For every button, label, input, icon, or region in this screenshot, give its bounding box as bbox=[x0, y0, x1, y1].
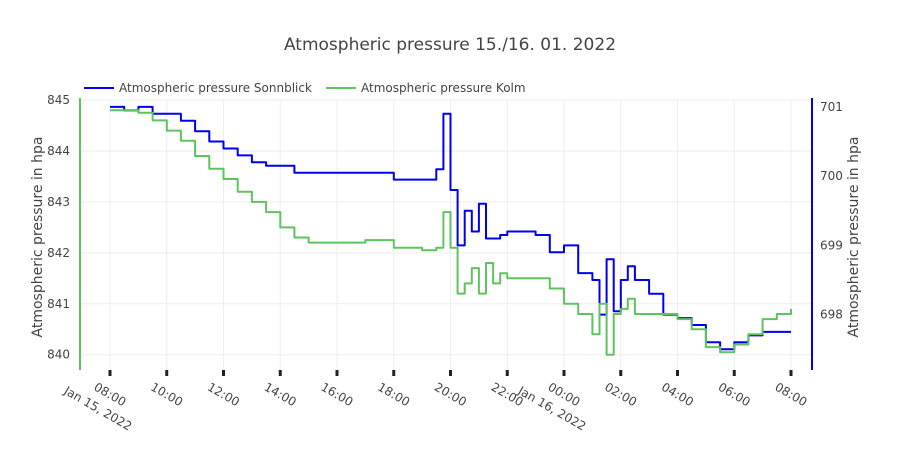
x-tick-label: 10:00 bbox=[148, 380, 185, 409]
grid bbox=[80, 99, 812, 370]
y-left-tick-label: 841 bbox=[47, 297, 70, 311]
x-tick-label: 14:00 bbox=[262, 380, 299, 409]
y-left-tick-label: 845 bbox=[47, 93, 70, 107]
y-left-tick-label: 840 bbox=[47, 348, 70, 362]
y-right-tick-label: 700 bbox=[820, 169, 843, 183]
series-line-kolm bbox=[110, 109, 792, 356]
x-tick-label: 18:00 bbox=[375, 380, 412, 409]
legend: Atmospheric pressure Sonnblick Atmospher… bbox=[84, 81, 526, 95]
legend-label-sonnblick: Atmospheric pressure Sonnblick bbox=[119, 81, 312, 95]
x-tick-label: 06:00 bbox=[716, 380, 753, 409]
x-tick-label: 20:00 bbox=[432, 380, 469, 409]
x-tick-label: 16:00 bbox=[319, 380, 356, 409]
x-tick-label: 04:00 bbox=[659, 380, 696, 409]
y-axis-left-title: Atmospheric pressure in hpa bbox=[30, 137, 46, 338]
x-tick-label: 08:00 bbox=[773, 380, 810, 409]
legend-item-sonnblick[interactable]: Atmospheric pressure Sonnblick bbox=[84, 81, 312, 95]
x-tick-label: 12:00 bbox=[205, 380, 242, 409]
y-axis-right-title: Atmospheric pressure in hpa bbox=[846, 137, 862, 338]
y-left-tick-label: 843 bbox=[47, 195, 70, 209]
y-right-tick-label: 699 bbox=[820, 238, 843, 252]
y-left-tick-label: 842 bbox=[47, 246, 70, 260]
series-layer bbox=[110, 105, 792, 356]
x-tick-label: 02:00 bbox=[602, 380, 639, 409]
chart-title: Atmospheric pressure 15./16. 01. 2022 bbox=[284, 35, 616, 55]
legend-label-kolm: Atmospheric pressure Kolm bbox=[361, 81, 526, 95]
legend-item-kolm[interactable]: Atmospheric pressure Kolm bbox=[326, 81, 526, 95]
y-left-tick-label: 844 bbox=[47, 144, 70, 158]
y-right-tick-label: 698 bbox=[820, 308, 843, 322]
y-right-tick-label: 701 bbox=[820, 100, 843, 114]
